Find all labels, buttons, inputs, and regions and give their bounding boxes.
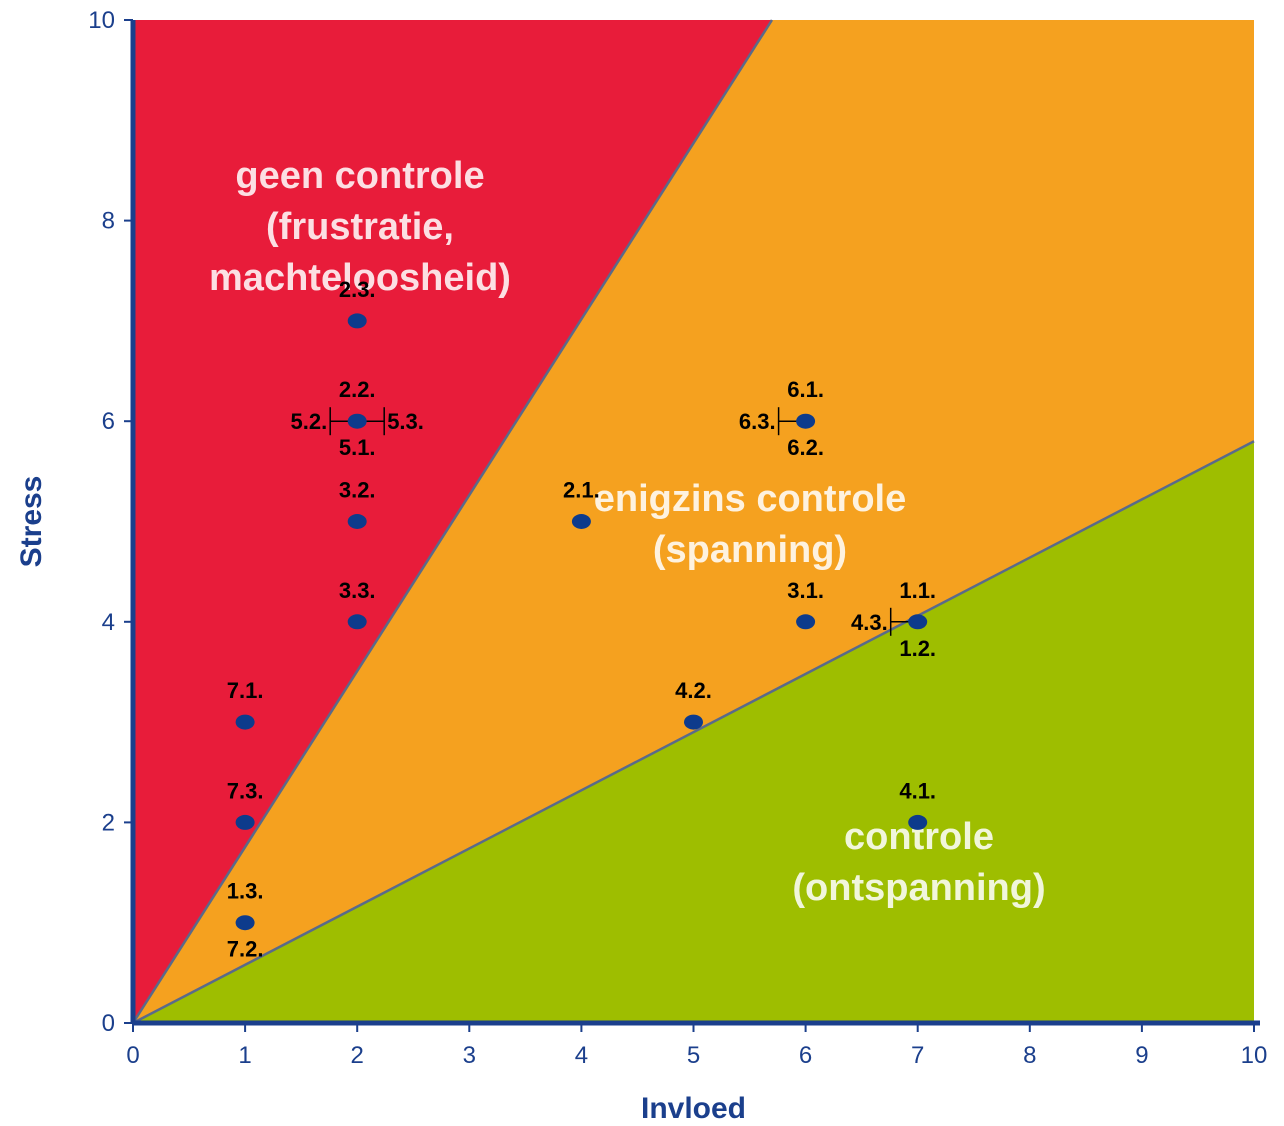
point-label: 4.1. bbox=[899, 778, 936, 803]
y-tick-label: 2 bbox=[102, 809, 115, 836]
y-axis-title: Stress bbox=[15, 476, 48, 568]
point-label: 6.1. bbox=[787, 377, 824, 402]
x-axis-title: Invloed bbox=[641, 1092, 746, 1125]
x-tick-label: 8 bbox=[1023, 1042, 1036, 1069]
data-point bbox=[347, 413, 367, 429]
zones bbox=[131, 19, 1255, 1025]
data-point bbox=[347, 514, 367, 529]
x-tick-label: 5 bbox=[687, 1042, 700, 1069]
point-label: 7.1. bbox=[227, 678, 264, 703]
zone-label-line: (frustratie, bbox=[266, 206, 454, 248]
zone-label-line: enigzins controle bbox=[594, 478, 906, 520]
zone-label-orange: enigzins controle (spanning) bbox=[594, 478, 906, 571]
point-label: 4.2. bbox=[675, 678, 712, 703]
data-point bbox=[908, 614, 928, 630]
data-point bbox=[908, 814, 928, 830]
data-points bbox=[235, 313, 928, 931]
data-point bbox=[347, 313, 367, 329]
point-label: 2.2. bbox=[339, 377, 376, 402]
data-point bbox=[347, 614, 367, 630]
x-tick-label: 7 bbox=[911, 1042, 924, 1069]
point-label: 4.3. bbox=[851, 610, 888, 635]
x-tick-labels: 0 1 2 3 4 5 6 7 8 9 10 bbox=[126, 1023, 1267, 1069]
point-label: 1.3. bbox=[227, 879, 264, 904]
point-label: 1.1. bbox=[899, 578, 936, 603]
x-tick-label: 6 bbox=[799, 1042, 812, 1069]
data-point bbox=[235, 915, 255, 931]
point-label: 5.3. bbox=[387, 409, 424, 434]
axes bbox=[130, 20, 1260, 1026]
y-tick-label: 10 bbox=[88, 7, 115, 34]
x-tick-label: 9 bbox=[1135, 1042, 1148, 1069]
point-labels: 2.3. 2.2. 5.1. 5.2. 5.3. 3.2. 3.3. 7.1. 7.3. 1.3.… bbox=[227, 277, 936, 962]
point-label: 5.1. bbox=[339, 435, 376, 460]
data-point bbox=[796, 413, 816, 429]
point-label: 5.2. bbox=[290, 409, 327, 434]
data-point bbox=[235, 814, 255, 830]
x-tick-label: 2 bbox=[351, 1042, 364, 1069]
y-tick-label: 4 bbox=[102, 609, 115, 636]
zone-label-line: machteloosheid) bbox=[209, 257, 511, 299]
zone-label-line: geen controle bbox=[235, 155, 484, 197]
point-label: 7.2. bbox=[227, 937, 264, 962]
y-tick-labels: 0 2 4 6 8 10 bbox=[88, 7, 133, 1037]
x-tick-label: 1 bbox=[238, 1042, 251, 1069]
data-point bbox=[684, 714, 703, 730]
data-point bbox=[571, 514, 591, 529]
point-label: 7.3. bbox=[227, 778, 264, 803]
x-tick-label: 3 bbox=[463, 1042, 476, 1069]
x-tick-label: 4 bbox=[575, 1042, 588, 1069]
y-tick-label: 8 bbox=[102, 208, 115, 235]
y-tick-label: 0 bbox=[102, 1010, 115, 1037]
point-label: 2.1. bbox=[563, 478, 600, 503]
point-label: 6.2. bbox=[787, 435, 824, 460]
data-point bbox=[796, 614, 816, 630]
zone-label-line: (spanning) bbox=[653, 529, 847, 571]
data-point bbox=[235, 714, 255, 730]
x-tick-label: 0 bbox=[126, 1042, 139, 1069]
zone-labels: geen controle (frustratie, machteloosheid)… bbox=[209, 155, 1046, 909]
point-label: 3.3. bbox=[339, 578, 376, 603]
point-label: 6.3. bbox=[739, 409, 776, 434]
zone-boundary-orange-green bbox=[132, 440, 1255, 1025]
point-label: 1.2. bbox=[899, 636, 936, 661]
x-tick-label: 10 bbox=[1241, 1042, 1268, 1069]
point-label: 3.2. bbox=[339, 478, 376, 503]
y-tick-label: 6 bbox=[102, 408, 115, 435]
point-label: 2.3. bbox=[339, 277, 376, 302]
zone-label-line: (ontspanning) bbox=[792, 867, 1045, 909]
zone-orange bbox=[133, 20, 1254, 1023]
zone-label-red: geen controle (frustratie, machteloosheid) bbox=[209, 155, 511, 299]
zone-boundary-red-orange bbox=[131, 19, 774, 1024]
point-label: 3.1. bbox=[787, 578, 824, 603]
